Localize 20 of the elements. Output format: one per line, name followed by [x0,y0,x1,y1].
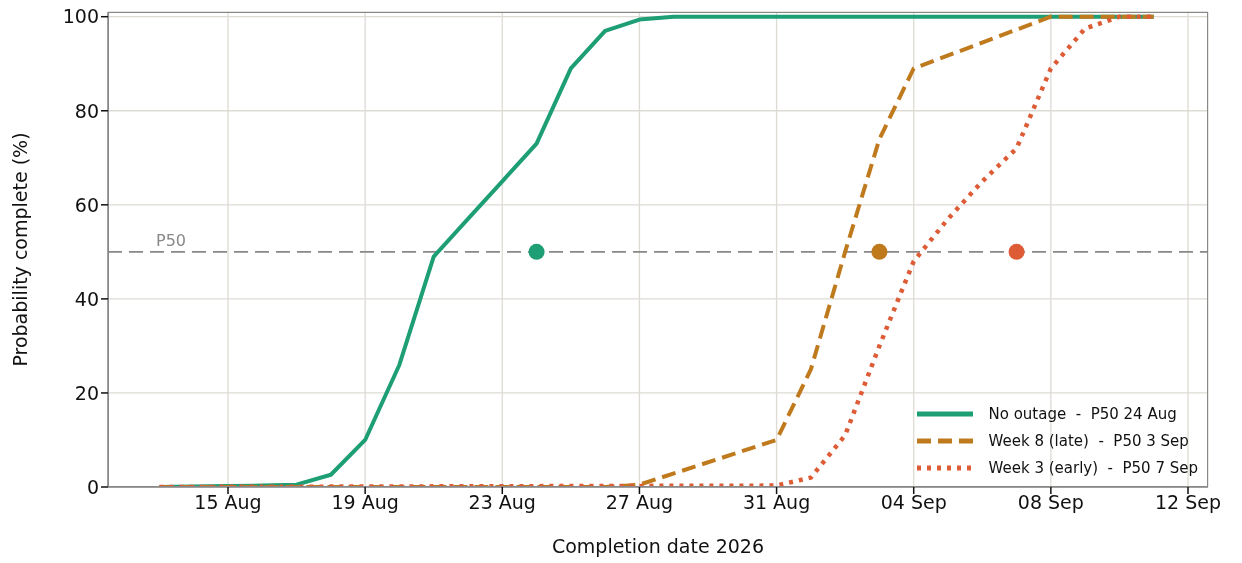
x-tick-label: 15 Aug [194,491,262,514]
legend-label: Week 3 (early) - P50 7 Sep [988,458,1198,477]
y-tick-label: 40 [74,287,99,310]
x-tick-label: 04 Sep [880,491,947,514]
legend-label: Week 8 (late) - P50 3 Sep [988,431,1189,450]
y-tick-label: 100 [62,5,99,28]
y-tick-label: 0 [86,475,99,498]
x-tick-label: 27 Aug [605,491,674,514]
x-tick-label: 12 Sep [1154,491,1222,514]
y-tick-label: 80 [74,99,99,122]
y-tick-label: 20 [74,381,99,404]
x-tick-label: 23 Aug [468,491,536,514]
x-tick-label: 31 Aug [742,491,811,514]
x-tick-label: 08 Sep [1017,491,1084,514]
ref-line-label: P50 [156,230,187,250]
legend-label: No outage - P50 24 Aug [988,404,1177,423]
x-axis-title: Completion date 2026 [551,535,765,557]
y-axis-title: Probability complete (%) [8,132,31,367]
x-tick-label: 19 Aug [331,491,399,514]
y-tick-label: 60 [74,193,99,216]
